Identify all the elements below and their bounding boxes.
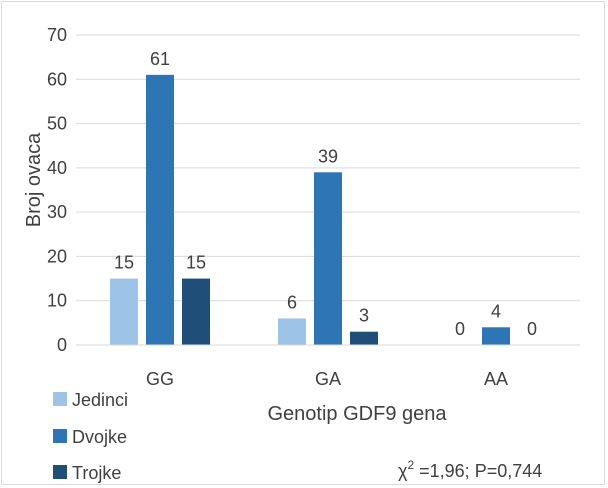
x-tick-label: AA bbox=[484, 369, 508, 389]
bar-dvojke-aa bbox=[482, 327, 510, 345]
legend-swatch-dvojke bbox=[53, 429, 67, 443]
chi-superscript: 2 bbox=[407, 458, 414, 472]
y-tick-label: 20 bbox=[47, 246, 67, 266]
y-tick-label: 50 bbox=[47, 114, 67, 134]
chi-value: =1,96; P=0,744 bbox=[414, 461, 542, 481]
y-tick-label: 10 bbox=[47, 291, 67, 311]
bar-dvojke-gg bbox=[146, 74, 174, 345]
bar-trojke-ga bbox=[350, 331, 378, 345]
y-tick-label: 40 bbox=[47, 158, 67, 178]
y-tick-label: 70 bbox=[47, 25, 67, 45]
legend: Jedinci Dvojke Trojke bbox=[53, 390, 128, 483]
x-axis-ticks: GG GA AA bbox=[146, 369, 508, 389]
legend-label-dvojke: Dvojke bbox=[72, 427, 127, 447]
y-tick-label: 0 bbox=[57, 335, 67, 355]
data-label: 0 bbox=[455, 319, 465, 339]
data-label: 6 bbox=[287, 292, 297, 312]
legend-swatch-jedinci bbox=[53, 392, 67, 406]
x-tick-label: GG bbox=[146, 369, 174, 389]
data-label: 15 bbox=[186, 253, 206, 273]
bars bbox=[110, 74, 510, 345]
x-tick-label: GA bbox=[315, 369, 341, 389]
legend-swatch-trojke bbox=[53, 465, 67, 479]
data-labels: 15 61 15 6 39 3 0 4 0 bbox=[114, 49, 537, 339]
bar-jedinci-ga bbox=[278, 318, 306, 345]
y-axis-title: Broj ovaca bbox=[23, 132, 45, 227]
data-label: 3 bbox=[359, 306, 369, 326]
data-label: 4 bbox=[491, 301, 501, 321]
y-tick-label: 30 bbox=[47, 202, 67, 222]
data-label: 39 bbox=[318, 146, 338, 166]
y-tick-label: 60 bbox=[47, 69, 67, 89]
x-axis-title: Genotip GDF9 gena bbox=[268, 403, 448, 425]
bar-trojke-gg bbox=[182, 278, 210, 345]
data-label: 15 bbox=[114, 253, 134, 273]
chi-square-annotation: χ2 =1,96; P=0,744 bbox=[398, 458, 542, 481]
legend-label-jedinci: Jedinci bbox=[72, 390, 128, 410]
bar-dvojke-ga bbox=[314, 172, 342, 345]
legend-label-trojke: Trojke bbox=[72, 463, 121, 483]
data-label: 0 bbox=[527, 319, 537, 339]
data-label: 61 bbox=[150, 49, 170, 69]
bar-jedinci-gg bbox=[110, 278, 138, 345]
y-axis-ticks: 0 10 20 30 40 50 60 70 bbox=[47, 25, 67, 355]
chi-symbol: χ bbox=[398, 461, 408, 481]
